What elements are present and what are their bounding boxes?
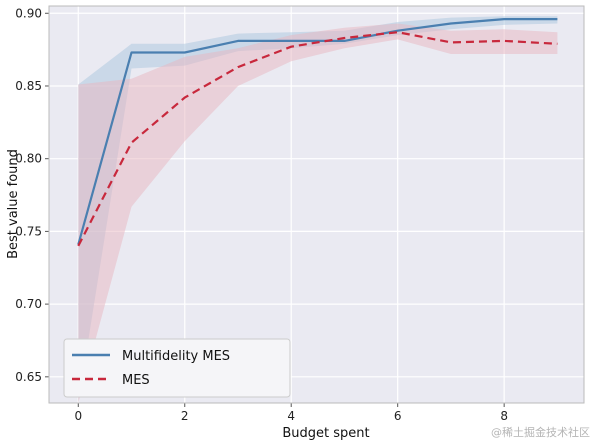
y-tick-label: 0.70 xyxy=(15,297,42,311)
confidence-bands xyxy=(78,16,558,403)
plot-background xyxy=(49,6,584,403)
plot-frame xyxy=(48,5,585,404)
legend-label-mes: MES xyxy=(122,373,150,388)
band-multifidelity-mes xyxy=(78,16,558,403)
x-tick-label: 8 xyxy=(500,409,508,423)
watermark: @稀土掘金技术社区 xyxy=(491,425,590,439)
legend-label-multifidelity-mes: Multifidelity MES xyxy=(122,349,230,364)
series-line-mes xyxy=(77,31,558,247)
y-axis-label: Best value found xyxy=(6,149,21,259)
y-tick-label: 0.75 xyxy=(15,224,42,238)
y-ticks: 0.65 0.70 0.75 0.80 0.85 0.90 xyxy=(15,6,49,384)
x-ticks: 0 2 4 6 8 xyxy=(74,403,508,423)
x-axis-label: Budget spent xyxy=(282,426,369,441)
x-tick-label: 2 xyxy=(181,409,189,423)
y-tick-label: 0.65 xyxy=(15,370,42,384)
y-tick-label: 0.90 xyxy=(15,6,42,20)
y-tick-label: 0.85 xyxy=(15,79,42,93)
band-mes xyxy=(78,23,558,403)
legend-box xyxy=(63,338,291,398)
legend: Multifidelity MES MES xyxy=(63,338,291,398)
series-line-multifidelity-mes xyxy=(77,18,558,245)
x-tick-label: 4 xyxy=(287,409,295,423)
y-tick-label: 0.80 xyxy=(15,152,42,166)
series-lines xyxy=(77,18,558,247)
x-tick-label: 6 xyxy=(394,409,402,423)
x-tick-label: 0 xyxy=(74,409,82,423)
